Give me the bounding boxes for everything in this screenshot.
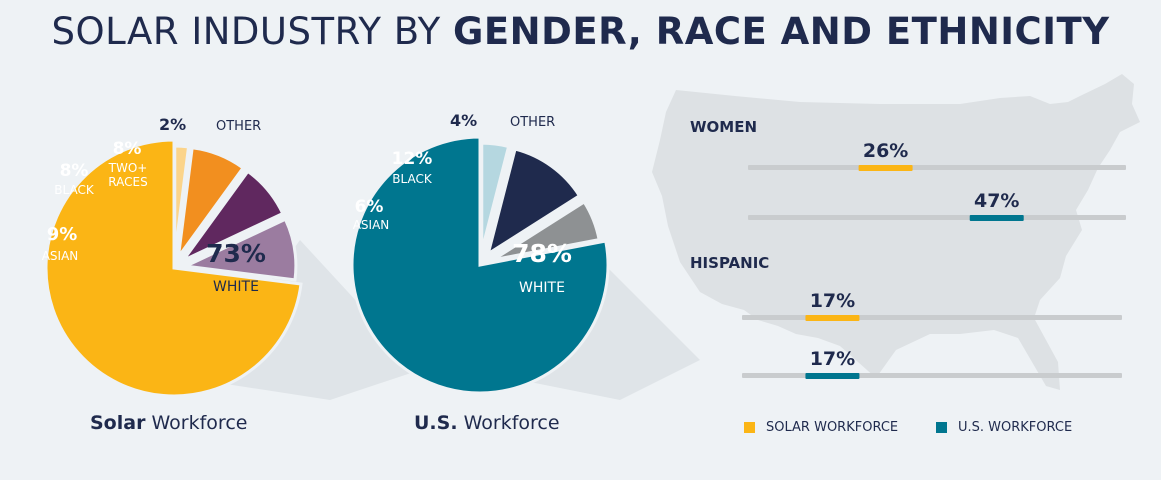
group-label-women: WOMEN [690, 118, 758, 136]
us-pct-label: 78% [512, 239, 572, 268]
bar-marker-us [805, 373, 860, 379]
us-slice-other [480, 141, 511, 252]
title-light: SOLAR INDUSTRY BY [51, 10, 453, 53]
us-caption-bold: U.S. [414, 412, 458, 434]
solar-category-label: OTHER [216, 119, 261, 134]
bar-marker-us [969, 215, 1024, 221]
us-pie-caption: U.S. Workforce [414, 412, 560, 434]
solar-category-label: WHITE [213, 279, 259, 295]
legend-us-label: U.S. WORKFORCE [958, 420, 1073, 435]
title-bold: GENDER, RACE AND ETHNICITY [453, 10, 1110, 53]
pie-solar-workforce: 73% WHITE 9% ASIAN 8% BLACK 8% TWO+RACES 2% OTHER [42, 115, 420, 400]
solar-pct-label: 8% [60, 161, 89, 181]
bar-track [748, 215, 1126, 220]
solar-category-label: RACES [108, 175, 147, 189]
solar-slice-white [44, 138, 303, 398]
solar-slice-two-races [176, 146, 246, 258]
us-category-label: BLACK [392, 172, 433, 186]
solar-caption-bold: Solar [90, 412, 146, 434]
bar-value-label: 26% [863, 140, 908, 162]
us-category-label: WHITE [519, 280, 565, 296]
legend-us: U.S. WORKFORCE [936, 420, 1072, 435]
bar-track [742, 315, 1122, 320]
solar-category-label: BLACK [54, 183, 95, 197]
group-label-hispanic: HISPANIC [690, 254, 770, 272]
us-slice-asian [492, 199, 601, 262]
bar-comparison: 26% 47% 17% 17% [742, 140, 1126, 379]
solar-slice-other [173, 144, 191, 257]
solar-pie-caption: Solar Workforce [90, 412, 247, 434]
pie-us-workforce: 78% WHITE 6%ASIAN 12% BLACK 4% OTHER [350, 111, 700, 400]
solar-pct-label: 2% [159, 115, 186, 134]
bar-track [748, 165, 1126, 170]
us-caption-rest: Workforce [457, 412, 560, 434]
us-pct-label: 4% [450, 111, 477, 130]
solar-pct-label: 9% [47, 224, 78, 245]
solar-category-label: ASIAN [42, 249, 79, 263]
solar-caption-rest: Workforce [145, 412, 248, 434]
legend-solar-label: SOLAR WORKFORCE [766, 420, 899, 435]
bar-marker-solar [805, 315, 860, 321]
us-category-label: OTHER [510, 115, 555, 130]
solar-pct-label: 8% [113, 139, 142, 159]
bar-track [742, 373, 1122, 378]
us-pct-label: 12% [392, 149, 433, 169]
legend-us-swatch [936, 422, 947, 433]
solar-slice-black [182, 169, 285, 262]
solar-pct-label: 73% [206, 239, 266, 268]
solar-slice-asian [180, 217, 298, 282]
legend-solar-swatch [744, 422, 755, 433]
us-map-silhouette [652, 74, 1140, 390]
legend-solar: SOLAR WORKFORCE [744, 420, 898, 435]
bar-value-label: 17% [810, 290, 855, 312]
solar-category-label: TWO+ [108, 161, 148, 175]
bar-value-label: 47% [974, 190, 1019, 212]
us-pie-shadow [520, 260, 700, 400]
us-slice-black [485, 147, 582, 257]
bar-marker-solar [858, 165, 913, 171]
us-category-label: ASIAN [353, 218, 390, 232]
bar-value-label: 17% [810, 348, 855, 370]
page-title: SOLAR INDUSTRY BY GENDER, RACE AND ETHNI… [0, 10, 1161, 53]
us-slice-white [350, 135, 610, 395]
us-pct-label: 6% [355, 197, 384, 217]
